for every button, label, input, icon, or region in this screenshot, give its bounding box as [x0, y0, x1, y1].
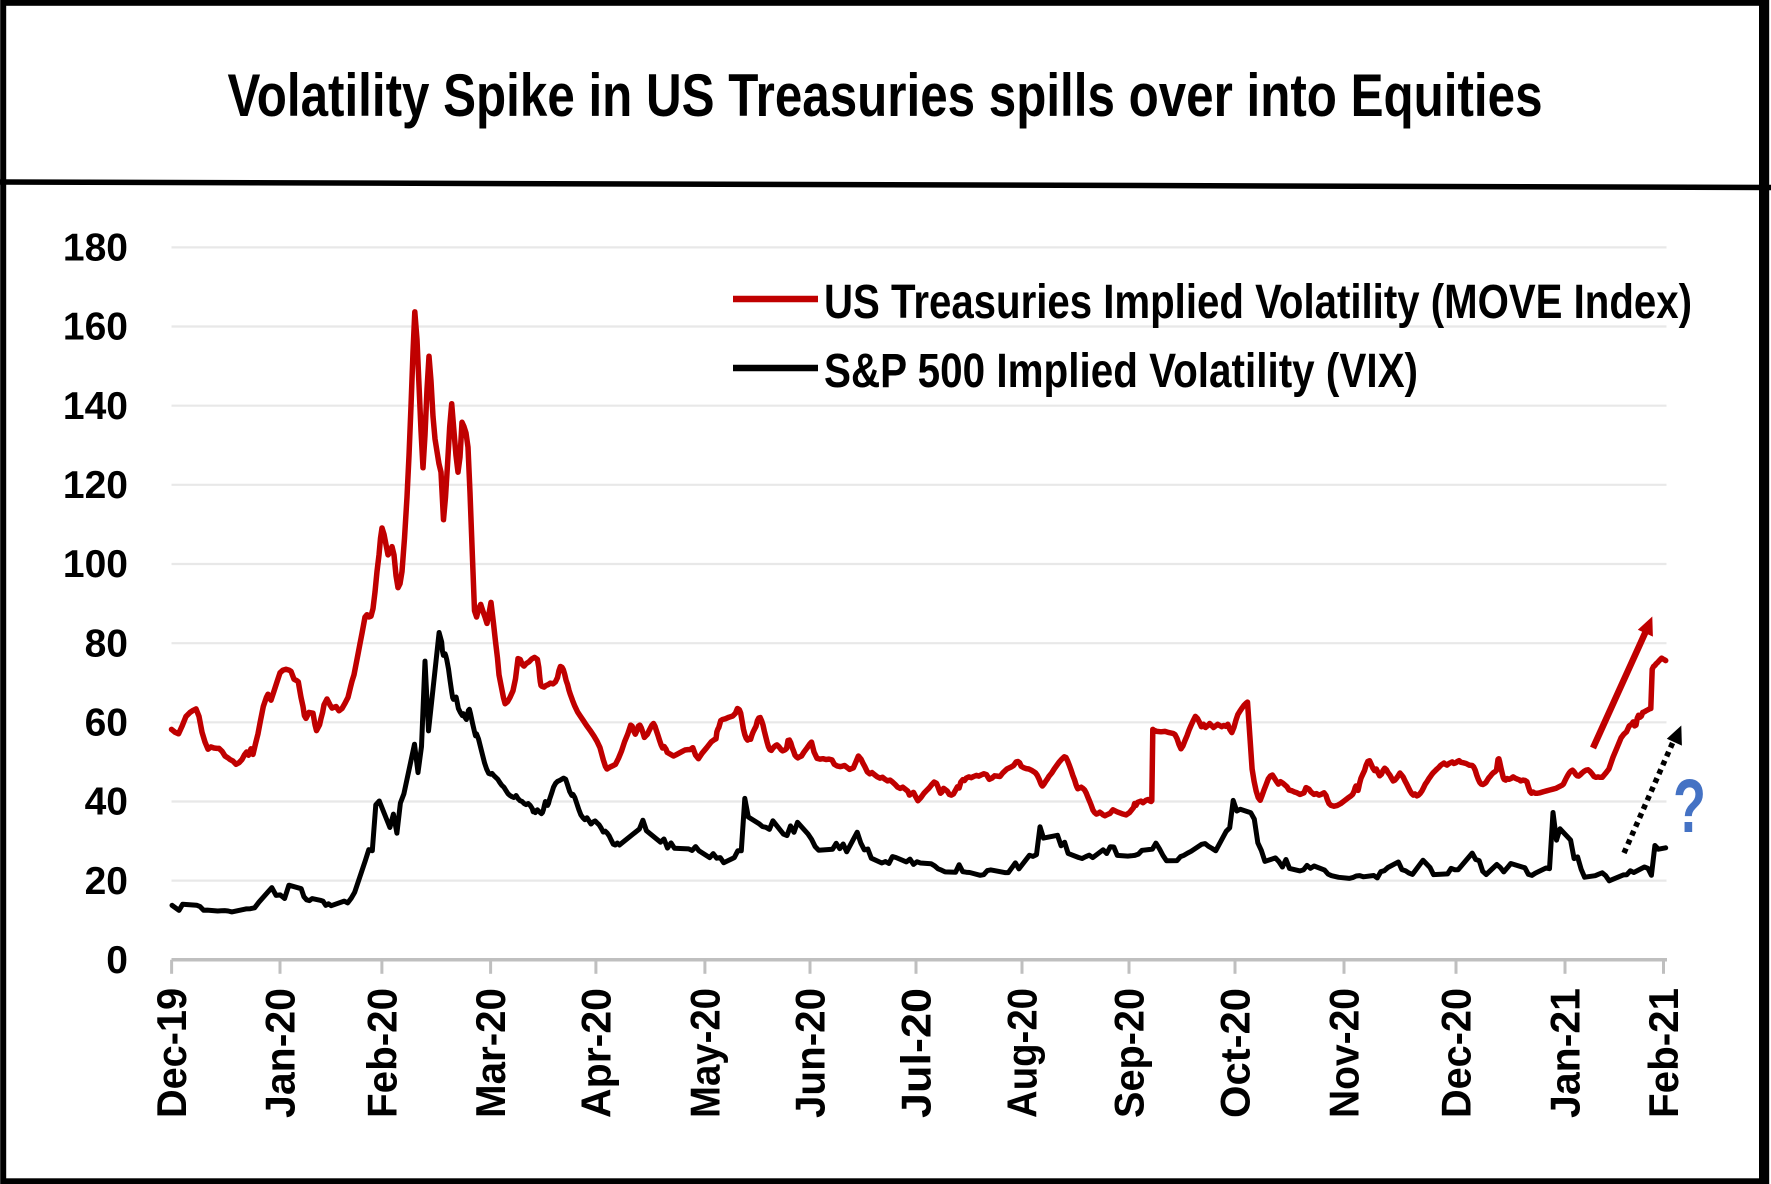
svg-text:Volatility Spike in US Treasur: Volatility Spike in US Treasuries spills…	[228, 62, 1543, 129]
svg-text:160: 160	[63, 306, 128, 349]
svg-text:Jul-20: Jul-20	[893, 988, 940, 1118]
svg-text:60: 60	[85, 702, 128, 745]
svg-text:Oct-20: Oct-20	[1212, 988, 1259, 1118]
svg-text:120: 120	[63, 464, 128, 507]
svg-text:40: 40	[85, 781, 128, 824]
svg-text:Mar-20: Mar-20	[467, 988, 514, 1118]
svg-text:140: 140	[63, 385, 128, 428]
svg-text:S&P 500 Implied Volatility (VI: S&P 500 Implied Volatility (VIX)	[824, 345, 1418, 398]
svg-text:Jun-20: Jun-20	[787, 988, 834, 1118]
svg-text:US Treasuries Implied Volatili: US Treasuries Implied Volatility (MOVE I…	[824, 276, 1692, 329]
svg-text:20: 20	[85, 860, 128, 903]
svg-text:80: 80	[85, 622, 128, 665]
svg-text:Jan-20: Jan-20	[257, 988, 304, 1118]
svg-text:Feb-20: Feb-20	[359, 988, 406, 1118]
svg-text:Dec-20: Dec-20	[1433, 988, 1480, 1118]
svg-text:0: 0	[106, 939, 128, 982]
svg-text:180: 180	[63, 227, 128, 270]
svg-text:?: ?	[1673, 764, 1706, 849]
svg-text:May-20: May-20	[682, 988, 729, 1118]
svg-text:Nov-20: Nov-20	[1321, 988, 1368, 1118]
svg-text:Sep-20: Sep-20	[1106, 988, 1153, 1118]
svg-text:Dec-19: Dec-19	[148, 988, 195, 1118]
svg-text:Apr-20: Apr-20	[573, 988, 620, 1118]
svg-text:Feb-21: Feb-21	[1640, 988, 1687, 1118]
svg-text:Aug-20: Aug-20	[999, 988, 1046, 1118]
svg-text:Jan-21: Jan-21	[1542, 988, 1589, 1118]
svg-text:100: 100	[63, 543, 128, 586]
